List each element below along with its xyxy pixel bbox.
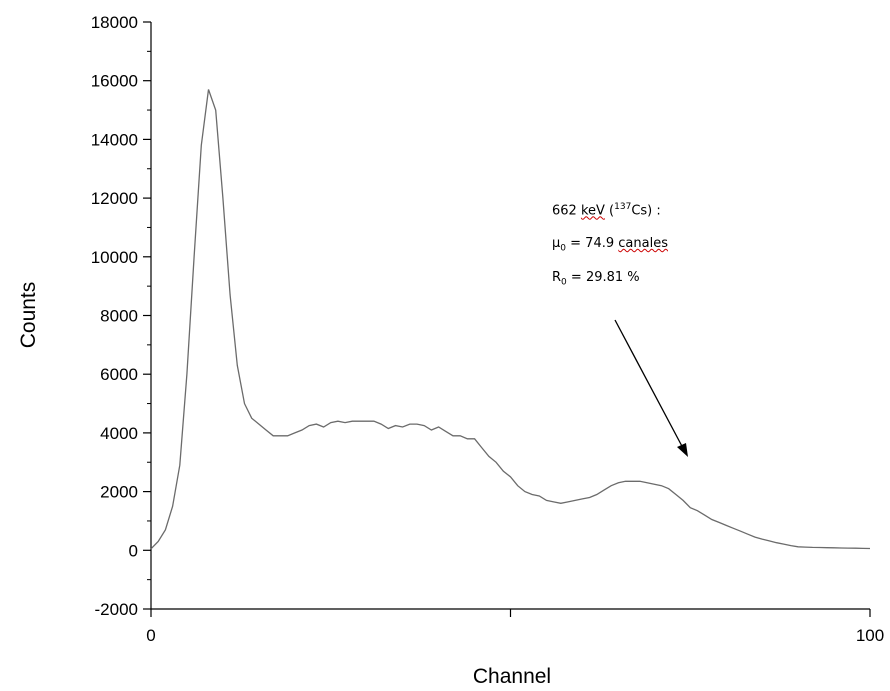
x-tick-label: 0	[146, 626, 155, 645]
y-tick-label: -2000	[95, 600, 138, 619]
y-axis: -2000 0 2000 4000 6000 8000 10000 12000 14000 160…	[91, 13, 152, 619]
y-tick-label: 8000	[100, 307, 138, 326]
y-tick-label: 14000	[91, 130, 138, 149]
x-axis-title: Channel	[473, 665, 551, 688]
y-tick-label: 6000	[100, 365, 138, 384]
x-axis: 0 100	[146, 608, 884, 645]
annotation-energy: 662 keV (137Cs) :	[552, 202, 661, 219]
y-axis-title: Counts	[17, 282, 40, 349]
y-tick-label: 10000	[91, 248, 138, 267]
annotation-arrow-head	[677, 443, 688, 457]
y-tick-label: 2000	[100, 483, 138, 502]
annotation-resolution: R0 = 29.81 %	[552, 270, 640, 288]
y-tick-label: 18000	[91, 13, 138, 32]
y-tick-label: 12000	[91, 189, 138, 208]
annotation-centroid: μ0 = 74.9 canales	[552, 236, 668, 254]
y-tick-label: 0	[129, 541, 138, 560]
x-ticks: 0 100	[146, 609, 884, 645]
annotation-arrow-shaft	[614, 319, 685, 451]
y-ticks: -2000 0 2000 4000 6000 8000 10000 12000 14000 160…	[91, 13, 151, 619]
x-tick-label: 100	[856, 626, 884, 645]
y-tick-label: 4000	[100, 424, 138, 443]
y-tick-label: 16000	[91, 72, 138, 91]
series-line	[150, 89, 871, 550]
